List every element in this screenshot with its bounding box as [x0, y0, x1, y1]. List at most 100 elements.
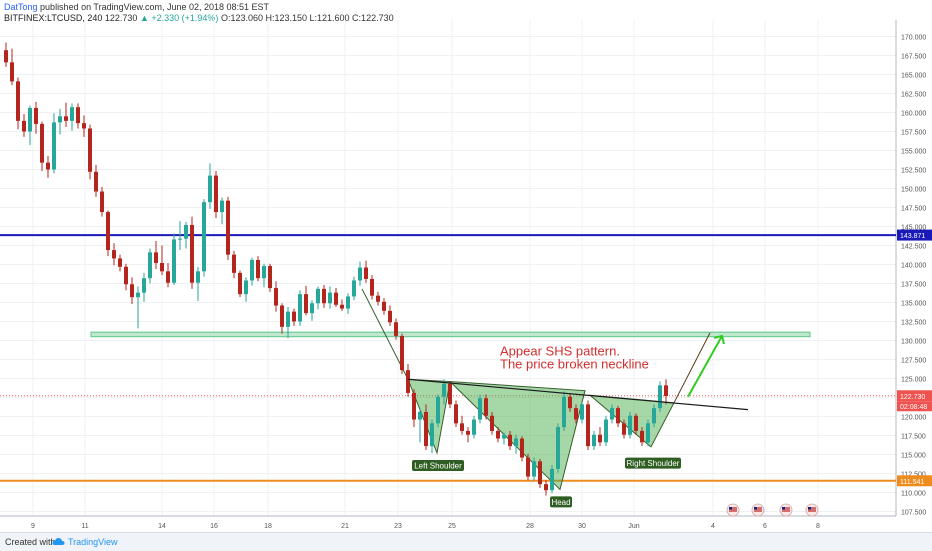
candle-up: [556, 423, 560, 473]
candle-down: [616, 405, 620, 428]
time-tick-label: 21: [341, 523, 349, 530]
candle-body: [454, 404, 458, 424]
economic-events[interactable]: [726, 503, 819, 517]
candle-body: [268, 266, 272, 289]
candle-body: [520, 438, 524, 458]
candle-body: [496, 430, 500, 439]
event-flag-icon[interactable]: [751, 503, 765, 517]
author-link[interactable]: DatTong: [4, 2, 38, 12]
up-arrow-icon: ▲: [139, 13, 149, 23]
candle-body: [628, 415, 632, 435]
candle-body: [112, 250, 116, 259]
candle-body: [442, 383, 446, 397]
candle-down: [490, 411, 494, 435]
candle-body: [124, 266, 128, 285]
candle-down: [130, 277, 134, 305]
candle-down: [112, 243, 116, 266]
candle-down: [16, 77, 20, 130]
candle-body: [292, 311, 296, 322]
ohlc-line: BITFINEX:LTCUSD, 240 122.730 ▲ +2.330 (+…: [4, 13, 394, 24]
candle-body: [478, 398, 482, 420]
time-axis[interactable]: 9 11 14 16 18 21 23 25 28 30 Jun 4 6 8: [31, 523, 820, 530]
candle-down: [46, 155, 50, 178]
candle-up: [550, 465, 554, 494]
candle-down: [100, 186, 104, 217]
candle-body: [544, 484, 548, 491]
price-tick-label: 170.000: [901, 35, 926, 42]
candle-up: [658, 381, 662, 412]
candle-body: [280, 305, 284, 327]
candle-down: [280, 303, 284, 334]
blue-line-price-label-bg: [897, 229, 932, 241]
projection-line: [673, 332, 711, 404]
candle-body: [370, 278, 374, 296]
candle-body: [226, 200, 230, 255]
neckline: [407, 378, 749, 411]
right-shoulder-text: Right Shoulder: [627, 459, 680, 468]
candle-body: [202, 202, 206, 272]
candle-down: [370, 275, 374, 300]
candle-up: [328, 286, 332, 309]
annotation-line-1: Appear SHS pattern.: [500, 344, 620, 359]
candle-body: [28, 107, 32, 132]
candle-body: [598, 434, 602, 443]
price-tick-label: 127.500: [901, 358, 926, 365]
candle-body: [238, 272, 242, 295]
candle-body: [4, 50, 8, 63]
candle-down: [400, 333, 404, 374]
candle-up: [472, 415, 476, 439]
event-flag-stripe: [808, 507, 816, 512]
candle-down: [124, 263, 128, 291]
candle-down: [82, 115, 86, 137]
candle-body: [634, 415, 638, 431]
candle-up: [220, 197, 224, 225]
price-tick-label: 160.000: [901, 111, 926, 118]
price-tick-label: 142.500: [901, 244, 926, 251]
candle-down: [214, 171, 218, 219]
price-chart[interactable]: 170.000 167.500 165.000 162.500 160.000 157.5…: [0, 20, 932, 532]
candle-up: [136, 286, 140, 329]
candle-body: [316, 288, 320, 304]
candle-body: [430, 423, 434, 447]
price-change: +2.330 (+1.94%): [151, 13, 219, 23]
candle-body: [640, 430, 644, 443]
candle-body: [304, 294, 308, 314]
candle-down: [190, 216, 194, 289]
candle-body: [58, 116, 62, 123]
event-flag-canton: [754, 507, 757, 510]
candle-body: [616, 408, 620, 424]
candle-up: [52, 113, 56, 174]
event-flag-icon[interactable]: [805, 503, 819, 517]
candle-body: [514, 438, 518, 447]
tradingview-brand[interactable]: TradingView: [68, 537, 118, 547]
event-flag-icon[interactable]: [726, 503, 740, 517]
candle-down: [274, 281, 278, 312]
candle-body: [448, 383, 452, 405]
candle-body: [460, 423, 464, 431]
candle-down: [118, 254, 122, 272]
symbol-label[interactable]: BITFINEX:LTCUSD, 240: [4, 13, 103, 23]
candle-up: [178, 221, 182, 251]
candle-up: [298, 290, 302, 327]
candle-down: [268, 263, 272, 292]
candle-body: [64, 116, 68, 121]
candle-body: [118, 258, 122, 267]
event-flag-stripe: [729, 507, 737, 512]
candle-body: [250, 259, 254, 281]
candle-body: [652, 408, 656, 424]
candle-down: [292, 308, 296, 327]
event-flag-icon[interactable]: [779, 503, 793, 517]
candle-body: [106, 212, 110, 251]
candle-body: [232, 254, 236, 273]
candle-down: [160, 245, 164, 276]
candle-body: [160, 262, 164, 272]
candle-body: [208, 175, 212, 203]
published-info: published on TradingView.com, June 02, 2…: [40, 2, 270, 12]
candle-body: [190, 224, 194, 283]
candle-up: [532, 457, 536, 481]
candle-body: [262, 266, 266, 279]
price-tick-label: 167.500: [901, 54, 926, 61]
candle-body: [76, 107, 80, 124]
candle-down: [76, 103, 80, 129]
orange-line-price-label-bg: [897, 475, 932, 487]
